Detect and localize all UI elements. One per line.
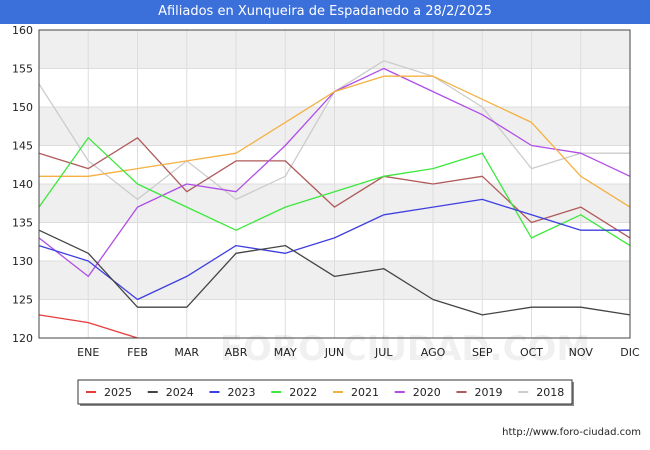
x-tick-label: FEB — [127, 346, 148, 359]
legend-label-2022: 2022 — [289, 386, 317, 399]
legend-label-2025: 2025 — [104, 386, 132, 399]
y-tick-label: 150 — [12, 101, 33, 114]
series-line-2023 — [38, 198, 630, 301]
series-line-2021 — [39, 75, 631, 208]
y-tick-label: 135 — [12, 217, 33, 230]
x-tick-label: ABR — [225, 346, 248, 359]
y-tick-label: 130 — [12, 255, 33, 268]
watermark: FORO-CIUDAD.COM — [220, 329, 591, 369]
legend-label-2021: 2021 — [351, 386, 379, 399]
legend-label-2018: 2018 — [536, 386, 564, 399]
y-tick-label: 145 — [12, 140, 33, 153]
y-tick-label: 120 — [12, 332, 33, 345]
plot-border — [38, 29, 631, 339]
x-tick-label: ENE — [77, 346, 99, 359]
series-line-2019 — [38, 137, 631, 239]
legend-box — [77, 379, 573, 405]
x-tick-label: SEP — [472, 346, 493, 359]
x-tick-label: MAY — [274, 346, 297, 359]
x-tick-label: AGO — [421, 346, 446, 359]
series-line-2024 — [38, 229, 631, 316]
x-tick-label: OCT — [520, 346, 543, 359]
legend-label-2023: 2023 — [228, 386, 256, 399]
series-line-2025 — [38, 314, 138, 339]
series-line-2022 — [38, 137, 631, 247]
x-tick-label: JUL — [374, 346, 393, 359]
y-tick-label: 125 — [12, 294, 33, 307]
footer-url[interactable]: http://www.foro-ciudad.com — [502, 427, 641, 438]
y-tick-label: 140 — [12, 178, 33, 191]
legend-label-2024: 2024 — [166, 386, 194, 399]
y-tick-label: 155 — [12, 63, 33, 76]
y-tick-label: 160 — [12, 24, 33, 37]
x-tick-label: MAR — [174, 346, 199, 359]
chart-title: Afiliados en Xunqueira de Espadanedo a 2… — [0, 0, 650, 24]
x-tick-label: DIC — [620, 346, 640, 359]
legend-label-2019: 2019 — [475, 386, 503, 399]
x-tick-label: JUN — [324, 346, 345, 359]
legend-label-2020: 2020 — [413, 386, 441, 399]
x-tick-label: NOV — [569, 346, 594, 359]
